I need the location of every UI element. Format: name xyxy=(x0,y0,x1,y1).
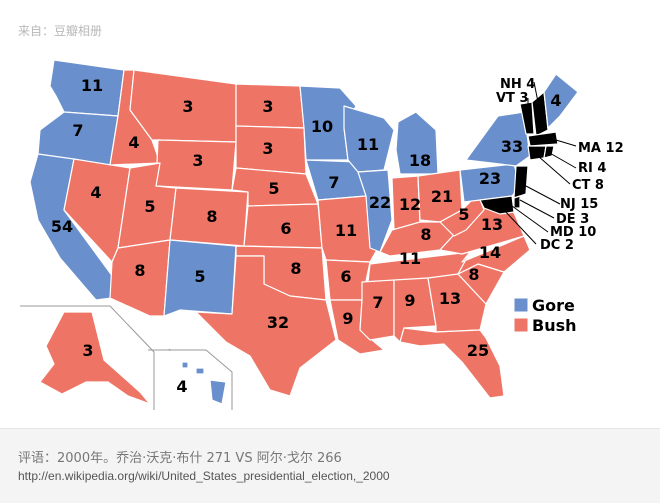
label-MI: 18 xyxy=(409,151,431,170)
label-MS: 7 xyxy=(372,293,383,312)
callout-MD: MD 10 xyxy=(550,225,596,240)
label-CA: 54 xyxy=(51,217,73,236)
label-PA: 23 xyxy=(479,169,501,188)
label-NY: 33 xyxy=(501,137,523,156)
callout-labels: NH 4 VT 3 MA 12 RI 4 CT 8 NJ 15 DE 3 MD … xyxy=(496,77,624,253)
label-NE: 5 xyxy=(268,179,279,198)
label-WI: 11 xyxy=(357,135,379,154)
label-MN: 10 xyxy=(311,117,333,136)
label-OR: 7 xyxy=(72,121,83,140)
hawaii-inset-frame xyxy=(148,349,233,410)
label-OK: 8 xyxy=(290,259,301,278)
state-vote-labels: 11 7 54 4 4 3 3 5 8 8 5 3 3 5 6 8 32 10 … xyxy=(51,76,562,396)
label-AK: 3 xyxy=(82,341,93,360)
source-label: 来自：豆瓣相册 xyxy=(18,24,103,38)
label-OH: 21 xyxy=(431,187,453,206)
label-ND: 3 xyxy=(262,97,273,116)
callout-leaders xyxy=(503,81,577,245)
label-NC: 14 xyxy=(479,243,501,262)
callout-RI: RI 4 xyxy=(578,161,606,176)
label-TX: 32 xyxy=(267,313,289,332)
label-AZ: 8 xyxy=(134,261,145,280)
label-WY: 3 xyxy=(192,151,203,170)
state-CT[interactable] xyxy=(527,145,547,161)
label-UT: 5 xyxy=(144,197,155,216)
alaska-inset-frame xyxy=(20,305,155,410)
label-VA: 13 xyxy=(481,215,503,234)
state-DE[interactable] xyxy=(513,195,521,209)
state-FL[interactable] xyxy=(399,327,505,399)
label-NV: 4 xyxy=(90,183,101,202)
label-NM: 5 xyxy=(194,267,205,286)
label-WV: 5 xyxy=(458,205,469,224)
label-ME: 4 xyxy=(550,91,561,110)
label-IL: 22 xyxy=(369,193,391,212)
state-TX[interactable] xyxy=(195,255,337,397)
legend-label-bush: Bush xyxy=(532,316,577,335)
label-KS: 6 xyxy=(280,219,291,238)
label-IA: 7 xyxy=(328,173,339,192)
callout-CT: CT 8 xyxy=(572,178,604,193)
callout-VT: VT 3 xyxy=(496,91,529,106)
caption-text: 评语：2000年。乔治·沃克·布什 271 VS 阿尔·戈尔 266 xyxy=(18,451,342,466)
legend-swatch-gore xyxy=(513,297,529,313)
label-TN: 11 xyxy=(399,249,421,268)
state-NC[interactable] xyxy=(457,235,531,275)
legend-swatch-bush xyxy=(513,317,529,333)
label-SD: 3 xyxy=(262,139,273,158)
callout-NH: NH 4 xyxy=(500,77,535,92)
label-GA: 13 xyxy=(439,289,461,308)
label-LA: 9 xyxy=(342,309,353,328)
legend-label-gore: Gore xyxy=(532,296,575,315)
callout-NJ: NJ 15 xyxy=(560,197,598,212)
state-MA[interactable] xyxy=(527,131,559,147)
label-MT: 3 xyxy=(182,97,193,116)
label-CO: 8 xyxy=(206,207,217,226)
label-KY: 8 xyxy=(420,225,431,244)
election-map: 11 7 54 4 4 3 3 5 8 8 5 3 3 5 6 8 32 10 … xyxy=(0,40,660,420)
state-NJ[interactable] xyxy=(513,165,529,199)
label-SC: 8 xyxy=(468,265,479,284)
state-WV[interactable] xyxy=(439,193,485,237)
label-HI: 4 xyxy=(176,377,187,396)
footer: 评语：2000年。乔治·沃克·布什 271 VS 阿尔·戈尔 266 http:… xyxy=(0,428,660,503)
label-AL: 9 xyxy=(404,291,415,310)
source-url-link[interactable]: http://en.wikipedia.org/wiki/United_Stat… xyxy=(18,469,390,483)
callout-DE: DE 3 xyxy=(556,212,589,227)
label-WA: 11 xyxy=(81,76,103,95)
callout-MA: MA 12 xyxy=(578,141,624,156)
legend: Gore Bush xyxy=(513,296,577,335)
state-AK[interactable] xyxy=(39,311,151,405)
callout-DC: DC 2 xyxy=(540,238,574,253)
state-ME[interactable] xyxy=(543,73,579,129)
label-ID: 4 xyxy=(128,133,139,152)
state-NH[interactable] xyxy=(531,91,549,137)
label-IN: 12 xyxy=(399,195,421,214)
label-MO: 11 xyxy=(335,221,357,240)
label-AR: 6 xyxy=(340,267,351,286)
label-FL: 25 xyxy=(467,341,489,360)
state-HI[interactable] xyxy=(165,347,227,405)
us-electoral-map: 11 7 54 4 4 3 3 5 8 8 5 3 3 5 6 8 32 10 … xyxy=(20,59,624,410)
